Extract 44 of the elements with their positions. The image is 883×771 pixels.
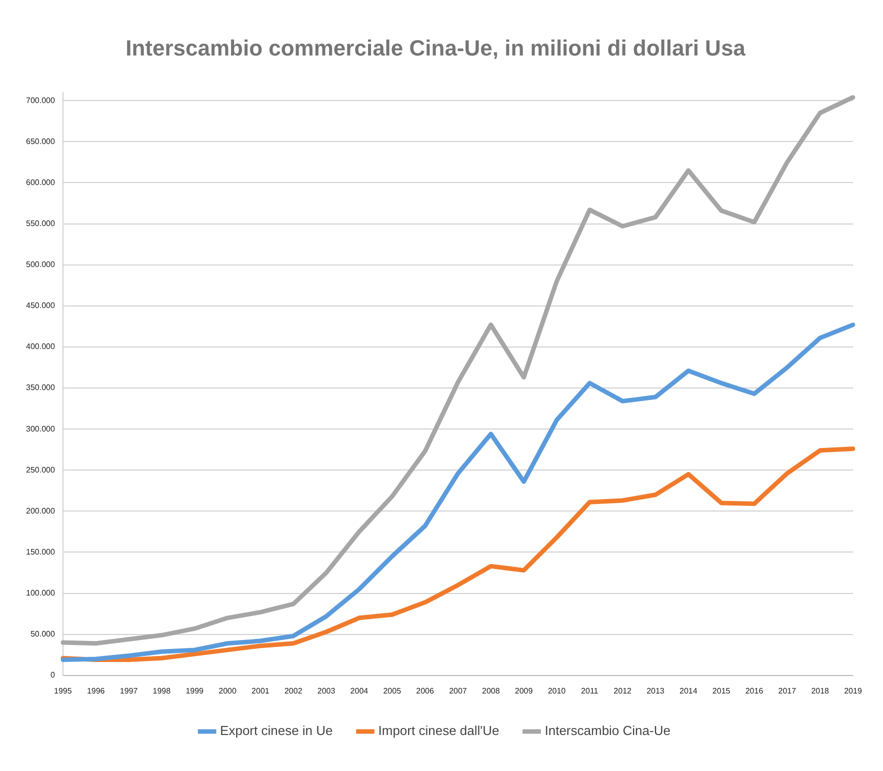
y-tick-label: 450.000 (26, 301, 56, 310)
y-tick-label: 150.000 (26, 547, 56, 556)
x-tick-label: 2016 (745, 686, 764, 696)
x-tick-label: 2008 (482, 686, 500, 696)
y-tick-label: 350.000 (26, 383, 56, 392)
y-tick-label: 250.000 (26, 465, 56, 474)
x-tick-label: 2015 (712, 686, 731, 696)
x-tick-label: 1999 (186, 686, 204, 696)
legend-label: Import cinese dall'Ue (378, 723, 500, 738)
x-tick-label: 1998 (152, 686, 172, 696)
y-tick-label: 300.000 (26, 424, 56, 434)
y-tick-label: 650.000 (26, 136, 56, 146)
legend-label: Export cinese in Ue (220, 723, 333, 738)
chart-title: Interscambio commerciale Cina-Ue, in milioni di dollari Usa (126, 35, 746, 60)
y-tick-label: 700.000 (26, 96, 56, 105)
y-tick-label: 200.000 (26, 506, 56, 516)
x-tick-label: 2011 (581, 686, 599, 696)
x-tick-label: 2013 (646, 686, 665, 696)
x-tick-label: 2001 (252, 686, 270, 696)
x-tick-label: 2017 (778, 686, 797, 696)
x-tick-label: 2002 (284, 686, 303, 696)
y-tick-label: 500.000 (26, 260, 56, 270)
x-tick-label: 2003 (317, 686, 336, 696)
x-tick-label: 2018 (811, 686, 830, 696)
x-tick-label: 2007 (449, 686, 468, 696)
y-tick-label: 0 (50, 670, 56, 680)
x-tick-label: 2005 (383, 686, 402, 696)
y-tick-label: 50.000 (30, 630, 56, 639)
x-tick-label: 2000 (218, 686, 237, 696)
x-tick-label: 2014 (680, 686, 698, 696)
y-tick-label: 100.000 (26, 588, 56, 598)
y-tick-label: 400.000 (26, 342, 56, 352)
x-tick-label: 2010 (548, 686, 566, 696)
legend-label: Interscambio Cina-Ue (544, 723, 670, 738)
x-tick-label: 2019 (844, 686, 862, 696)
x-tick-label: 2004 (350, 686, 369, 696)
x-tick-label: 2006 (416, 686, 434, 696)
x-tick-label: 2009 (514, 686, 534, 696)
x-tick-label: 1995 (54, 686, 72, 696)
y-tick-label: 600.000 (26, 178, 56, 187)
x-tick-label: 1997 (120, 686, 138, 696)
y-tick-label: 550.000 (26, 218, 56, 228)
x-tick-label: 2012 (614, 686, 632, 696)
x-tick-label: 1996 (86, 686, 106, 696)
